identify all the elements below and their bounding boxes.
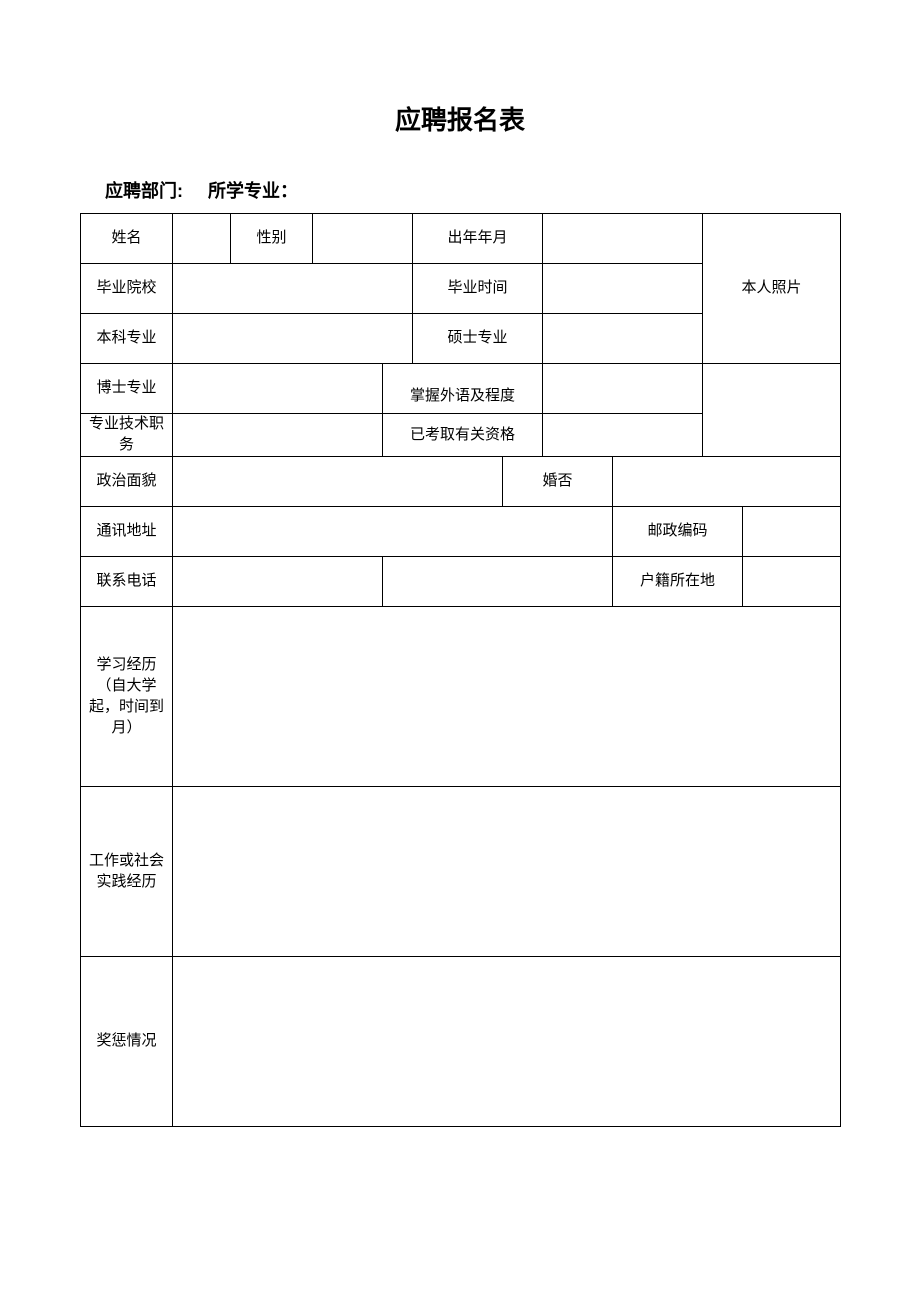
application-form-table: 姓名 性别 出年年月 本人照片 毕业院校 毕业时间 本科专业 硕士专业 博士专业… <box>80 213 841 1127</box>
value-birth[interactable] <box>543 214 703 264</box>
label-hukou: 户籍所在地 <box>613 557 743 607</box>
value-name[interactable] <box>173 214 231 264</box>
label-bachelor-major: 本科专业 <box>81 314 173 364</box>
value-address[interactable] <box>173 507 613 557</box>
value-grad-school[interactable] <box>173 264 413 314</box>
value-grad-time[interactable] <box>543 264 703 314</box>
label-name: 姓名 <box>81 214 173 264</box>
photo-cell[interactable]: 本人照片 <box>703 214 841 364</box>
label-postcode: 邮政编码 <box>613 507 743 557</box>
label-awards: 奖惩情况 <box>81 957 173 1127</box>
label-work-history: 工作或社会实践经历 <box>81 787 173 957</box>
label-address: 通讯地址 <box>81 507 173 557</box>
label-tech-title: 专业技术职务 <box>81 414 173 457</box>
label-master-major: 硕士专业 <box>413 314 543 364</box>
label-grad-time: 毕业时间 <box>413 264 543 314</box>
value-hukou[interactable] <box>743 557 841 607</box>
form-title: 应聘报名表 <box>80 100 840 137</box>
value-awards[interactable] <box>173 957 841 1127</box>
label-married: 婚否 <box>503 457 613 507</box>
label-gender: 性别 <box>231 214 313 264</box>
value-phone2[interactable] <box>383 557 613 607</box>
value-bachelor-major[interactable] <box>173 314 413 364</box>
label-birth: 出年年月 <box>413 214 543 264</box>
value-married[interactable] <box>613 457 841 507</box>
value-work-history[interactable] <box>173 787 841 957</box>
label-qualifications: 已考取有关资格 <box>383 414 543 457</box>
header-line: 应聘部门: 所学专业： <box>105 177 840 203</box>
photo-extension <box>703 364 841 457</box>
label-phone: 联系电话 <box>81 557 173 607</box>
value-gender[interactable] <box>313 214 413 264</box>
label-foreign-lang: 掌握外语及程度 <box>383 364 543 414</box>
label-grad-school: 毕业院校 <box>81 264 173 314</box>
value-political[interactable] <box>173 457 503 507</box>
value-postcode[interactable] <box>743 507 841 557</box>
label-phd-major: 博士专业 <box>81 364 173 414</box>
value-master-major[interactable] <box>543 314 703 364</box>
label-political: 政治面貌 <box>81 457 173 507</box>
label-study-history: 学习经历（自大学起，时间到月） <box>81 607 173 787</box>
page-container: 应聘报名表 应聘部门: 所学专业： 姓名 性别 出年年月 本人照片 <box>0 0 920 1127</box>
value-foreign-lang[interactable] <box>543 364 703 414</box>
value-study-history[interactable] <box>173 607 841 787</box>
dept-label: 应聘部门: <box>105 181 183 201</box>
value-qualifications[interactable] <box>543 414 703 457</box>
value-phd-major[interactable] <box>173 364 383 414</box>
value-tech-title[interactable] <box>173 414 383 457</box>
value-phone1[interactable] <box>173 557 383 607</box>
major-label: 所学专业： <box>208 181 298 201</box>
